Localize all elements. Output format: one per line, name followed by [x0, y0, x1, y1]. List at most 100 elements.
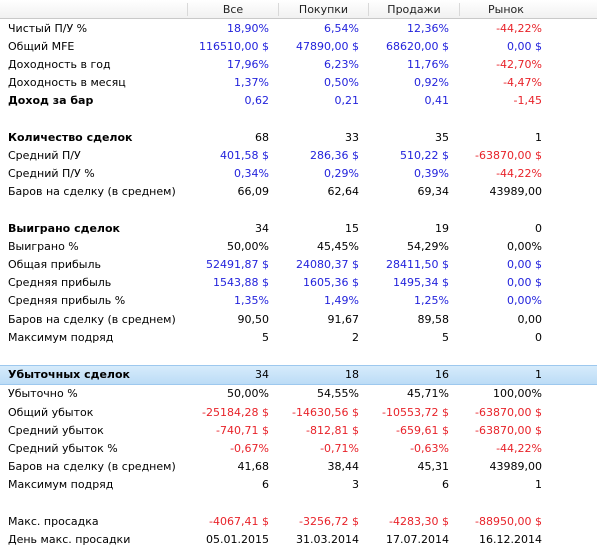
cell-short: 45,31	[417, 460, 450, 474]
cell-market: -42,70%	[496, 57, 542, 71]
row-label: Количество сделок	[8, 130, 133, 144]
cell-short: -0,63%	[410, 441, 449, 455]
table-row[interactable]: Макс. просадка -4067,41 $ -3256,72 $ -4283,…	[0, 512, 597, 530]
cell-all: 6	[262, 478, 269, 492]
table-row[interactable]: Средний убыток -740,71 $ -812,81 $ -659,61 …	[0, 421, 597, 439]
cell-market: 0	[535, 330, 542, 344]
row-label: Максимум подряд	[8, 478, 114, 492]
table-row[interactable]: Максимум подряд 5 2 5 0	[0, 328, 597, 346]
table-row[interactable]: Общий MFE 116510,00 $ 47890,00 $ 68620,00 $…	[0, 37, 597, 55]
table-row[interactable]: Убыточных сделок 34 18 16 1	[0, 364, 597, 385]
cell-long: 0,29%	[324, 167, 359, 181]
cell-market: -4,47%	[503, 76, 542, 90]
cell-short: -4283,30 $	[389, 514, 449, 528]
row-label: Выиграно сделок	[8, 221, 121, 235]
table-row[interactable]: Выиграно % 50,00% 45,45% 54,29% 0,00%	[0, 237, 597, 255]
cell-short: 0,92%	[414, 76, 449, 90]
cell-short: 19	[435, 221, 449, 235]
cell-long: -14630,56 $	[292, 405, 359, 419]
cell-market: 0,00%	[507, 239, 542, 253]
cell-all: 1543,88 $	[213, 276, 269, 290]
table-row[interactable]: Выиграно сделок 34 15 19 0	[0, 219, 597, 237]
row-label: День макс. просадки	[8, 532, 131, 546]
table-header: Все Покупки Продажи Рынок	[0, 0, 597, 19]
table-row[interactable]: Баров на сделку (в среднем) 90,50 91,67 89,…	[0, 310, 597, 328]
row-label: Доход за бар	[8, 94, 94, 108]
cell-long: -3256,72 $	[299, 514, 359, 528]
cell-long: -0,71%	[320, 441, 359, 455]
cell-market: 100,00%	[493, 387, 542, 401]
table-row[interactable]	[0, 110, 597, 128]
cell-market: -63870,00 $	[475, 405, 542, 419]
table-row[interactable]: Средний убыток % -0,67% -0,71% -0,63% -44,22…	[0, 439, 597, 457]
cell-short: 0,39%	[414, 167, 449, 181]
cell-short: 0,41	[424, 94, 450, 108]
cell-market: 0,00 $	[507, 258, 542, 272]
cell-long: 62,64	[327, 185, 360, 199]
row-label: Средний П/У %	[8, 167, 95, 181]
cell-long: 38,44	[327, 460, 360, 474]
row-label: Доходность в месяц	[8, 76, 126, 90]
cell-long: 0,21	[334, 94, 360, 108]
row-label: Общий MFE	[8, 39, 75, 53]
cell-all: 401,58 $	[220, 148, 269, 162]
table-row[interactable]	[0, 494, 597, 512]
cell-market: -44,22%	[496, 21, 542, 35]
row-label: Выиграно %	[8, 239, 79, 253]
table-body: Чистый П/У % 18,90% 6,54% 12,36% -44,22% Общи…	[0, 19, 597, 548]
row-label: Убыточно %	[8, 387, 78, 401]
table-row[interactable]: Доходность в месяц 1,37% 0,50% 0,92% -4,47%	[0, 74, 597, 92]
cell-short: 28411,50 $	[386, 258, 449, 272]
cell-short: 54,29%	[407, 239, 449, 253]
cell-all: -0,67%	[230, 441, 269, 455]
cell-market: 16.12.2014	[479, 532, 542, 546]
cell-market: 0,00%	[507, 294, 542, 308]
table-row[interactable]: Средний П/У % 0,34% 0,29% 0,39% -44,22%	[0, 165, 597, 183]
cell-long: 6,23%	[324, 57, 359, 71]
table-row[interactable]: Максимум подряд 6 3 6 1	[0, 476, 597, 494]
table-row[interactable]: Общий убыток -25184,28 $ -14630,56 $ -10553…	[0, 403, 597, 421]
cell-long: 54,55%	[317, 387, 359, 401]
header-long[interactable]: Покупки	[278, 2, 368, 16]
header-short[interactable]: Продажи	[368, 2, 459, 16]
cell-market: -63870,00 $	[475, 148, 542, 162]
cell-all: 90,50	[237, 312, 270, 326]
cell-short: 1495,34 $	[393, 276, 449, 290]
table-row[interactable]: Баров на сделку (в среднем) 41,68 38,44 45,…	[0, 458, 597, 476]
table-row[interactable]: Чистый П/У % 18,90% 6,54% 12,36% -44,22%	[0, 19, 597, 37]
header-all[interactable]: Все	[187, 2, 278, 16]
row-label: Средняя прибыль %	[8, 294, 126, 308]
table-row[interactable]: Средний П/У 401,58 $ 286,36 $ 510,22 $ -6387…	[0, 146, 597, 164]
cell-market: -88950,00 $	[475, 514, 542, 528]
header-market[interactable]: Рынок	[459, 2, 552, 16]
cell-market: -44,22%	[496, 167, 542, 181]
table-row[interactable]	[0, 201, 597, 219]
table-row[interactable]: Баров на сделку (в среднем) 66,09 62,64 69,…	[0, 183, 597, 201]
cell-market: -1,45	[513, 94, 542, 108]
cell-long: 0,50%	[324, 76, 359, 90]
row-label: Чистый П/У %	[8, 21, 88, 35]
row-label: Общая прибыль	[8, 258, 101, 272]
table-row[interactable]: День макс. просадки 05.01.2015 31.03.2014 1…	[0, 530, 597, 548]
row-label: Средняя прибыль	[8, 276, 112, 290]
table-row[interactable]: Средняя прибыль % 1,35% 1,49% 1,25% 0,00%	[0, 292, 597, 310]
cell-market: -63870,00 $	[475, 423, 542, 437]
table-row[interactable]: Общая прибыль 52491,87 $ 24080,37 $ 28411,5…	[0, 255, 597, 273]
table-row[interactable]: Доходность в год 17,96% 6,23% 11,76% -42,70%	[0, 55, 597, 73]
table-row[interactable]: Доход за бар 0,62 0,21 0,41 -1,45	[0, 92, 597, 110]
cell-short: 45,71%	[407, 387, 449, 401]
cell-all: 5	[262, 330, 269, 344]
table-row[interactable]: Количество сделок 68 33 35 1	[0, 128, 597, 146]
cell-all: -4067,41 $	[209, 514, 269, 528]
table-row[interactable]	[0, 346, 597, 364]
table-row[interactable]: Средняя прибыль 1543,88 $ 1605,36 $ 1495,34…	[0, 274, 597, 292]
row-label: Макс. просадка	[8, 514, 99, 528]
cell-short: 16	[435, 368, 449, 382]
cell-long: 1605,36 $	[303, 276, 359, 290]
cell-all: 17,96%	[227, 57, 269, 71]
table-row[interactable]: Убыточно % 50,00% 54,55% 45,71% 100,00%	[0, 385, 597, 403]
cell-all: 116510,00 $	[199, 39, 269, 53]
cell-long: 91,67	[327, 312, 360, 326]
cell-market: 1	[535, 368, 542, 382]
